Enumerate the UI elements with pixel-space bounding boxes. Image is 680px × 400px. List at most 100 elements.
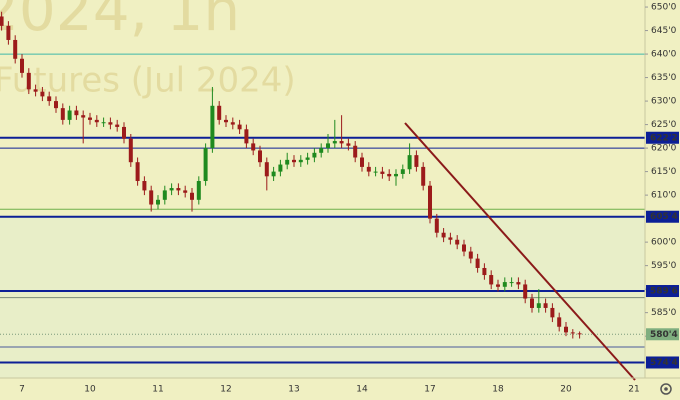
- x-tick-label: 21: [628, 385, 639, 395]
- candle-body: [407, 155, 412, 170]
- candle-body: [312, 152, 317, 158]
- candle-body: [203, 148, 208, 182]
- x-tick-label: 17: [424, 385, 435, 395]
- x-tick-label: 13: [288, 385, 299, 395]
- candle-body: [482, 267, 487, 276]
- x-tick-label: 12: [220, 385, 231, 395]
- candle-body: [462, 244, 466, 252]
- candle-body: [564, 326, 568, 333]
- candle-body: [530, 298, 534, 308]
- candle-body: [509, 282, 514, 284]
- x-tick-label: 10: [84, 385, 96, 395]
- candle-body: [543, 303, 548, 308]
- plot: [0, 11, 645, 364]
- candle-body: [13, 39, 18, 59]
- candle-body: [421, 166, 426, 186]
- candle-body: [536, 303, 541, 308]
- candle-body: [149, 190, 154, 205]
- y-tick-label: 635'0: [651, 73, 677, 83]
- candle-body: [326, 143, 330, 149]
- candle-body: [190, 192, 194, 200]
- candle-body: [516, 282, 521, 285]
- candle-body: [162, 190, 167, 200]
- lower-zone: [0, 216, 645, 378]
- candle-body: [339, 141, 344, 144]
- candle-body: [142, 181, 147, 191]
- candle-body: [434, 218, 439, 233]
- x-tick-label: 18: [492, 385, 504, 395]
- candle-body: [54, 101, 58, 109]
- y-tick-label: 610'0: [651, 191, 677, 201]
- candle-body: [264, 162, 269, 177]
- candle-body: [230, 122, 235, 125]
- candle-body: [278, 164, 283, 172]
- candle-body: [523, 284, 528, 299]
- candle-body: [570, 332, 575, 334]
- candle-body: [6, 25, 11, 40]
- candle-body: [292, 159, 296, 163]
- candle-body: [251, 143, 256, 151]
- candle-body: [475, 258, 480, 268]
- candle-body: [217, 105, 222, 120]
- level-label: 605'4: [650, 212, 678, 222]
- candle-body: [0, 16, 4, 26]
- candle-body: [101, 122, 106, 124]
- candle-body: [128, 138, 133, 163]
- last-price-label: 580'4: [650, 330, 678, 340]
- watermark-title: 2024, 1h: [0, 0, 240, 44]
- candle-body: [169, 188, 174, 191]
- candle-body: [108, 122, 113, 125]
- candle-body: [502, 282, 507, 287]
- candle-body: [244, 129, 249, 144]
- candle-body: [26, 72, 31, 90]
- candle-body: [135, 162, 140, 182]
- y-tick-label: 645'0: [651, 26, 677, 36]
- candle-body: [81, 115, 86, 118]
- y-tick-label: 615'0: [651, 167, 677, 177]
- y-tick-label: 600'0: [651, 238, 677, 248]
- candle-body: [557, 317, 562, 327]
- level-label: 589'6: [650, 287, 678, 297]
- candle-body: [156, 199, 160, 205]
- candle-body: [210, 105, 215, 149]
- y-tick-label: 640'0: [651, 50, 677, 60]
- candle-body: [394, 173, 398, 177]
- candle-body: [428, 185, 432, 219]
- x-tick-label: 20: [560, 385, 572, 395]
- candle-body: [271, 171, 276, 177]
- candle-body: [298, 159, 303, 163]
- y-tick-label: 620'0: [651, 144, 677, 154]
- candle-body: [40, 91, 45, 97]
- candle-body: [237, 124, 242, 130]
- candle-body: [414, 155, 419, 167]
- candle-body: [33, 89, 38, 92]
- x-tick-label: 7: [19, 385, 25, 395]
- candle-body: [373, 171, 378, 173]
- candle-body: [346, 143, 351, 146]
- candle-body: [47, 96, 52, 102]
- level-label: 574'4: [650, 358, 678, 368]
- y-tick-label: 650'0: [651, 3, 677, 13]
- x-tick-label: 11: [152, 385, 163, 395]
- candle-body: [60, 108, 65, 120]
- candle-body: [285, 159, 290, 165]
- candle-body: [224, 119, 228, 123]
- candle-body: [441, 232, 446, 238]
- candle-body: [387, 173, 392, 177]
- candle-body: [20, 58, 24, 73]
- candle-body: [305, 157, 310, 160]
- candle-body: [183, 190, 188, 193]
- y-tick-label: 595'0: [651, 261, 677, 271]
- level-label-box: [646, 356, 679, 369]
- candle-body: [88, 117, 92, 120]
- level-label-box: [646, 210, 679, 223]
- candle-body: [353, 145, 358, 158]
- candle-body: [67, 110, 72, 120]
- settings-icon[interactable]: [660, 383, 672, 395]
- y-tick-label: 630'0: [651, 97, 677, 107]
- candle-body: [176, 188, 181, 191]
- candle-body: [489, 275, 494, 285]
- candle-body: [448, 237, 453, 240]
- level-label: 622'2: [650, 133, 678, 143]
